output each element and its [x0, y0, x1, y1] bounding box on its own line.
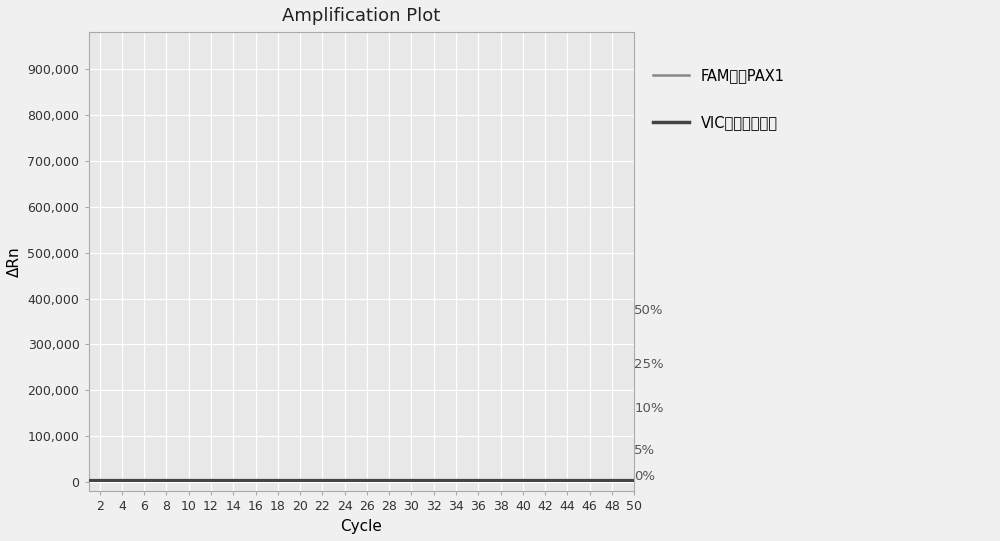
Text: 50%: 50%	[634, 304, 664, 316]
X-axis label: Cycle: Cycle	[340, 519, 382, 534]
Text: 0%: 0%	[634, 470, 655, 483]
Legend: FAM标记PAX1, VIC标记管家基因: FAM标记PAX1, VIC标记管家基因	[647, 62, 791, 136]
Y-axis label: ΔRn: ΔRn	[7, 247, 22, 277]
Text: 25%: 25%	[634, 358, 664, 371]
Text: 5%: 5%	[634, 444, 655, 457]
Title: Amplification Plot: Amplification Plot	[282, 7, 441, 25]
Text: 10%: 10%	[634, 403, 664, 415]
